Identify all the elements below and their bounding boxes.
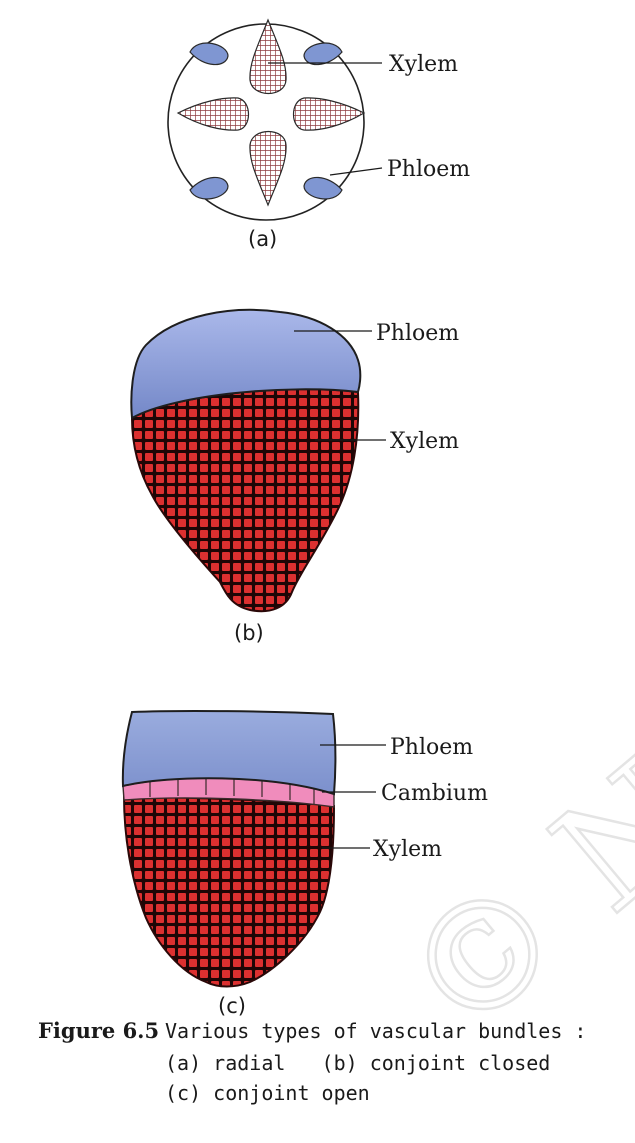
phloem-patch [303, 42, 343, 66]
figure-a-radial-bundle: Xylem Phloem (a) [167, 18, 470, 251]
caption-line-2: (a) radial (b) conjoint closed [165, 1051, 551, 1075]
label-phloem: Phloem [376, 321, 459, 346]
cambium-cell-walls [149, 777, 315, 804]
xylem-strand [249, 131, 287, 207]
phloem-patch [189, 42, 229, 66]
xylem-region [130, 388, 360, 613]
xylem-region [122, 794, 336, 988]
xylem-strand [176, 97, 250, 131]
caption-line-1: Various types of vascular bundles : [165, 1019, 587, 1043]
figure-b-conjoint-closed: Phloem Xylem (b) [130, 308, 459, 645]
label-phloem: Phloem [387, 157, 470, 182]
figure-number: Figure 6.5 [38, 1018, 160, 1043]
watermark-text: © NCERT be re [371, 165, 635, 1072]
panel-label-b: (b) [234, 621, 264, 645]
label-xylem: Xylem [373, 837, 442, 862]
xylem-strand [249, 18, 287, 94]
phloem-patch [303, 176, 343, 200]
phloem-patch [189, 176, 229, 200]
xylem-groups [176, 18, 366, 207]
phloem-region [121, 709, 337, 796]
phloem-groups [189, 42, 343, 200]
xylem-strand [292, 97, 366, 131]
phloem-region [130, 308, 362, 420]
figure-caption: Figure 6.5 Various types of vascular bun… [0, 1018, 635, 1143]
phloem-leader-line [329, 167, 383, 176]
ncert-watermark: © NCERT be re [370, 164, 635, 1074]
label-xylem: Xylem [390, 429, 459, 454]
label-phloem: Phloem [390, 735, 473, 760]
panel-label-c: (c) [218, 994, 246, 1018]
caption-line-3: (c) conjoint open [165, 1081, 370, 1105]
figure-c-conjoint-open: Phloem Cambium Xylem (c) [121, 709, 488, 1018]
label-cambium: Cambium [381, 781, 488, 806]
panel-label-a: (a) [248, 227, 277, 251]
label-xylem: Xylem [389, 52, 458, 77]
